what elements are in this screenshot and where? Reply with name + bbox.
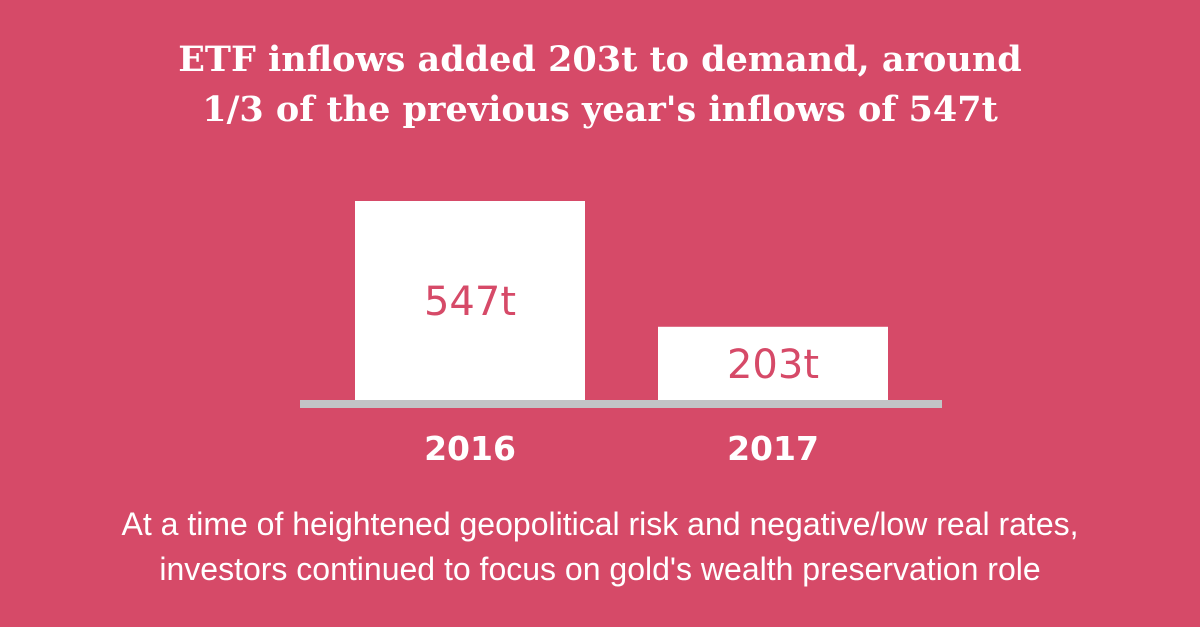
bar-2017 [658, 326, 888, 401]
bar-value-label: 547t [424, 279, 516, 325]
caption-line-2: investors continued to focus on gold's w… [159, 551, 1041, 587]
bar-value-label: 203t [727, 342, 819, 388]
x-axis-baseline [300, 400, 942, 408]
chart-title-line-2: 1/3 of the previous year's inflows of 54… [202, 89, 998, 130]
bar-2016 [355, 201, 585, 401]
caption-line-1: At a time of heightened geopolitical ris… [121, 506, 1079, 542]
chart-title-line-1: ETF inflows added 203t to demand, around [178, 39, 1022, 80]
x-tick-label: 2016 [424, 429, 516, 468]
x-tick-label: 2017 [727, 429, 819, 468]
